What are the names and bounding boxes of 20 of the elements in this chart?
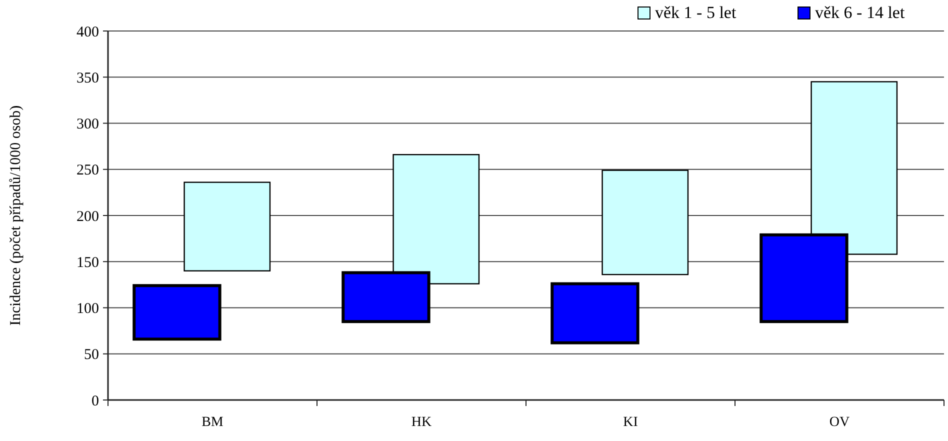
legend-label: věk 1 - 5 let bbox=[655, 3, 736, 22]
legend-label: věk 6 - 14 let bbox=[815, 3, 905, 22]
bar bbox=[132, 284, 222, 341]
y-tick-label: 400 bbox=[76, 24, 99, 40]
x-tick-label: HK bbox=[411, 415, 432, 430]
y-tick-label: 100 bbox=[76, 301, 99, 317]
y-axis-title: Incidence (počet případů/1000 osob) bbox=[8, 105, 24, 326]
y-tick-label: 50 bbox=[84, 347, 99, 364]
y-tick-label: 350 bbox=[76, 70, 99, 86]
y-tick-label: 150 bbox=[76, 254, 99, 271]
bar bbox=[550, 282, 640, 344]
y-tick-label: 200 bbox=[76, 208, 99, 225]
y-tick-label: 300 bbox=[76, 116, 99, 132]
bar bbox=[602, 170, 689, 276]
y-tick-label: 250 bbox=[76, 162, 99, 179]
x-tick-label: BM bbox=[202, 415, 224, 430]
x-tick-label: KI bbox=[623, 415, 638, 430]
y-tick-label: 0 bbox=[92, 393, 99, 410]
x-tick-label: OV bbox=[829, 415, 850, 430]
bar bbox=[184, 182, 271, 272]
